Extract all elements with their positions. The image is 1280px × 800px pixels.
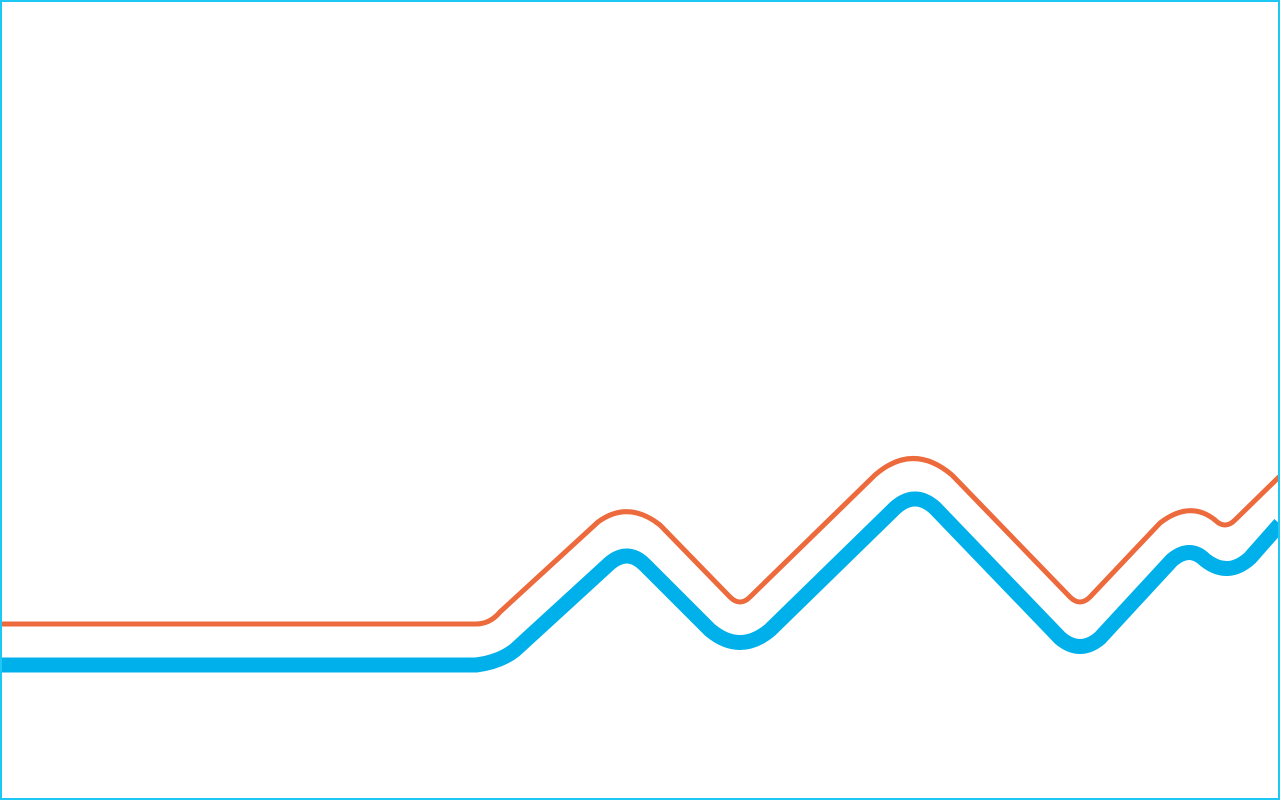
orange-wave-line <box>2 456 1278 627</box>
blue-wave-line <box>2 491 1278 673</box>
